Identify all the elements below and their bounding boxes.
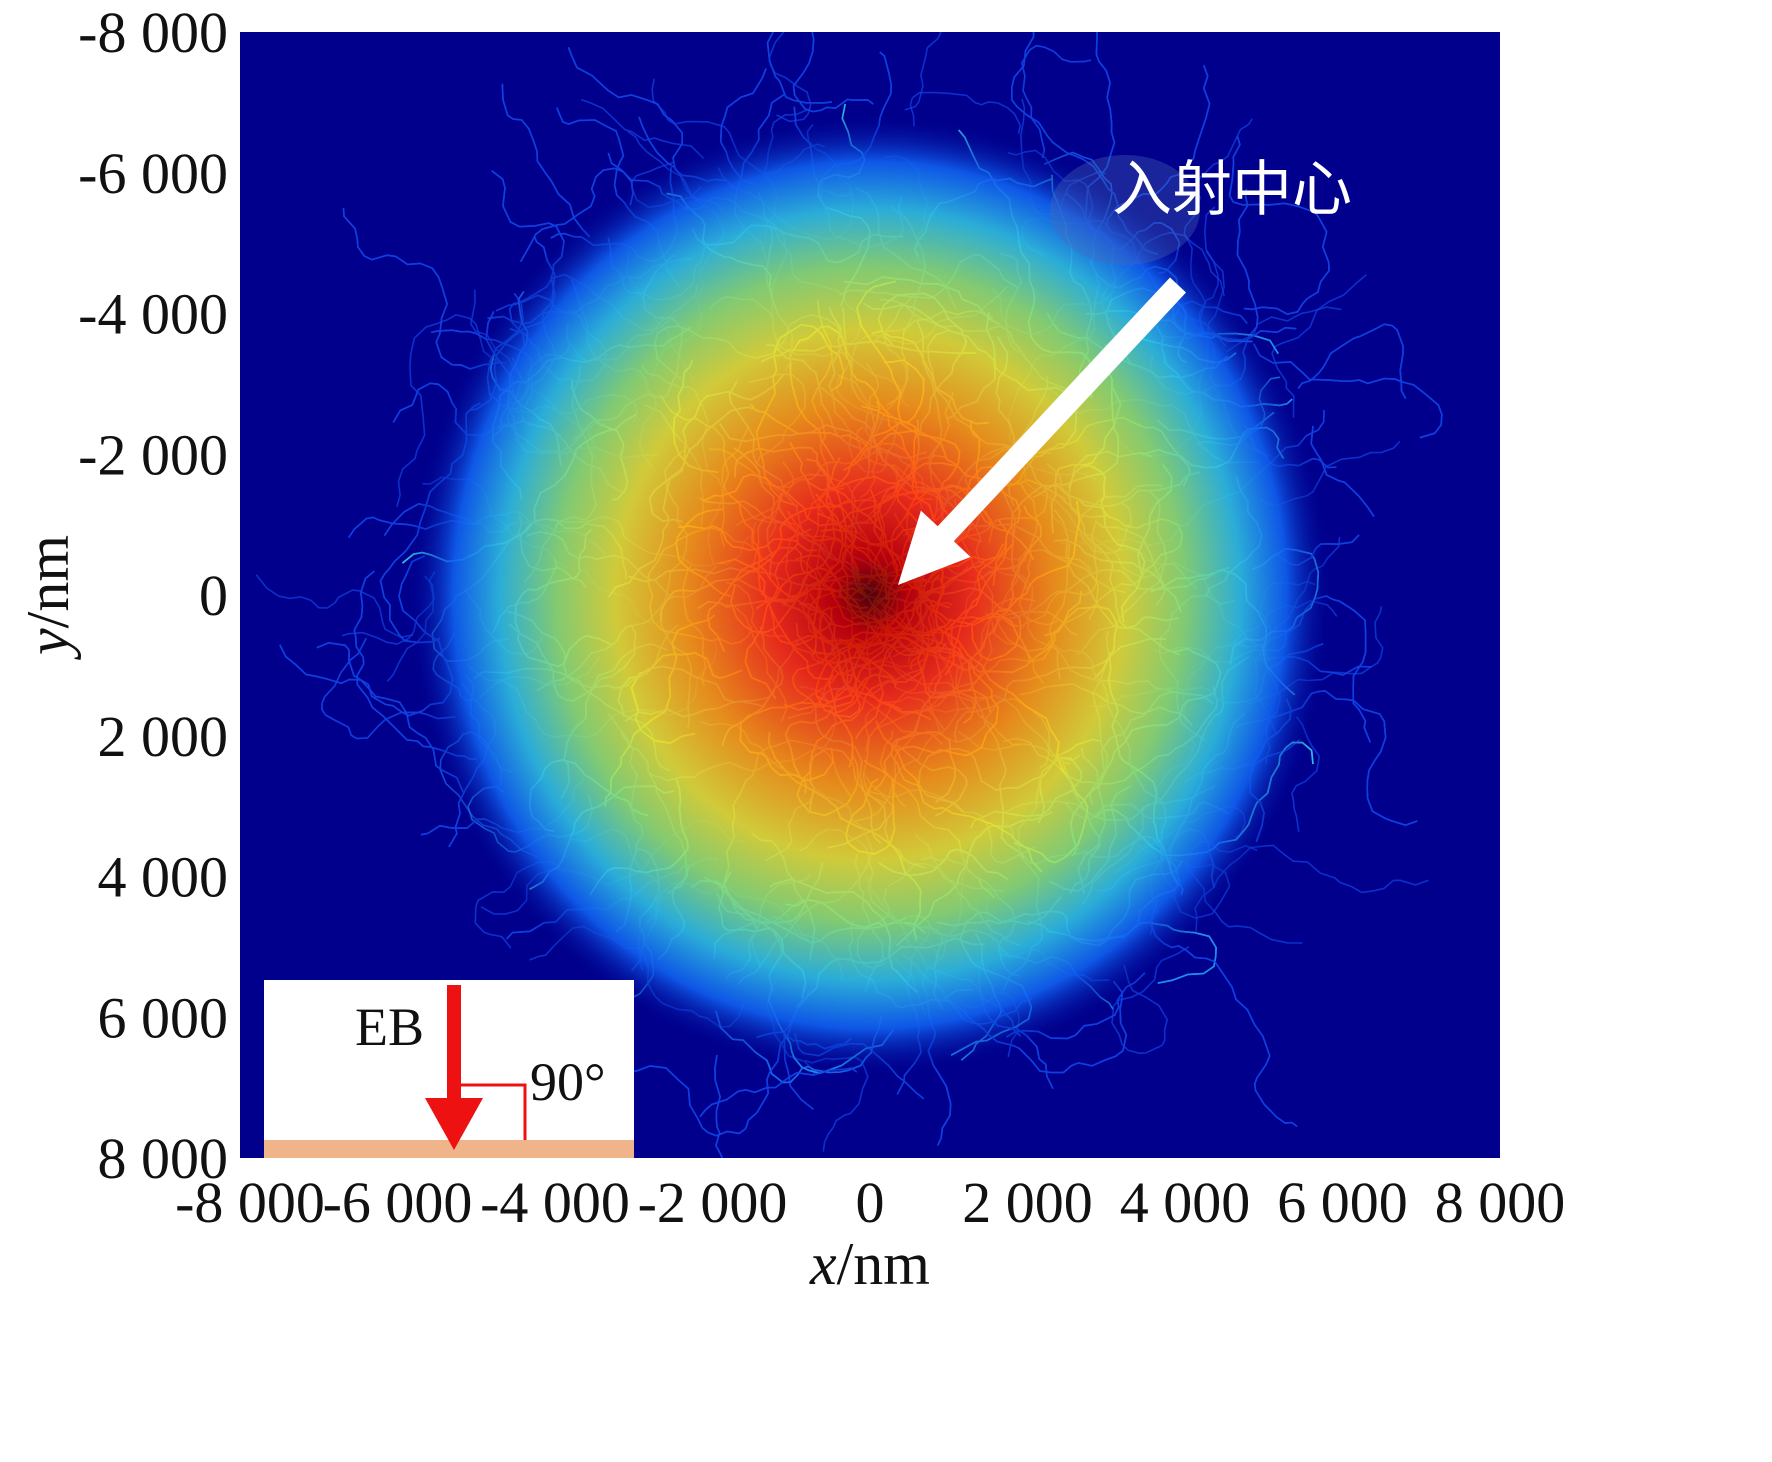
y-axis-title: y/nm [15, 535, 81, 661]
trajectory-path [255, 574, 414, 639]
angle-label: 90° [530, 1052, 606, 1112]
trajectory-path [1297, 323, 1407, 400]
beam-geometry-inset: EB 90° [264, 980, 634, 1158]
y-tick-label: 4 000 [98, 845, 229, 910]
trajectory-path [342, 208, 502, 370]
y-tick-label: -4 000 [78, 282, 228, 347]
incidence-center-annotation: 入射中心 [898, 155, 1352, 585]
trajectory-path [904, 32, 942, 111]
x-tick-label: -4 000 [480, 1170, 630, 1235]
trajectory-path [1252, 343, 1443, 439]
trajectory-path [1111, 946, 1190, 1055]
substrate [264, 1140, 634, 1158]
x-tick-label: 4 000 [1120, 1170, 1251, 1235]
trajectory-path [1310, 425, 1375, 518]
beam-arrowhead [425, 1098, 483, 1150]
y-tick-label: 0 [199, 563, 228, 628]
trajectory-path [396, 314, 506, 508]
x-tick-label: -8 000 [175, 1170, 325, 1235]
beam-label: EB [355, 997, 424, 1057]
beam-shaft [447, 985, 461, 1100]
trajectory-path [714, 1054, 724, 1158]
x-tick-label: 0 [856, 1170, 885, 1235]
incidence-center-label: 入射中心 [1112, 155, 1352, 225]
right-angle-marker [461, 1083, 527, 1140]
y-tick-label: 2 000 [98, 704, 229, 769]
x-tick-labels: -8 000-6 000 -4 000 -2 000 0 2 000 4 000 6 000… [175, 1170, 1565, 1235]
y-tick-label: 6 000 [98, 985, 229, 1050]
label-glow [1050, 155, 1200, 265]
trajectory-path [1021, 44, 1092, 159]
trajectory-path [766, 32, 874, 113]
trajectory-path [1228, 135, 1330, 316]
trajectory-path [501, 83, 591, 238]
x-axis-title: x/nm [809, 1231, 930, 1297]
trajectory-path [1085, 32, 1116, 215]
y-tick-labels: -8 000 -6 000 -4 000 -2 000 0 2 000 4 000 6 000… [78, 0, 228, 1191]
y-tick-label: -2 000 [78, 422, 228, 487]
x-tick-label: -2 000 [638, 1170, 788, 1235]
incidence-arrow [898, 277, 1186, 585]
y-tick-label: 8 000 [98, 1126, 229, 1191]
trajectory-path [321, 637, 456, 740]
x-tick-label: 6 000 [1277, 1170, 1408, 1235]
x-tick-label: 8 000 [1435, 1170, 1566, 1235]
x-tick-label: -6 000 [323, 1170, 473, 1235]
y-tick-label: -6 000 [78, 141, 228, 206]
trajectory-path [580, 98, 705, 159]
density-core [406, 113, 1334, 1077]
x-tick-label: 2 000 [962, 1170, 1093, 1235]
y-tick-label: -8 000 [78, 0, 228, 65]
trajectory-path [909, 91, 1022, 134]
trajectory-path [768, 32, 812, 123]
